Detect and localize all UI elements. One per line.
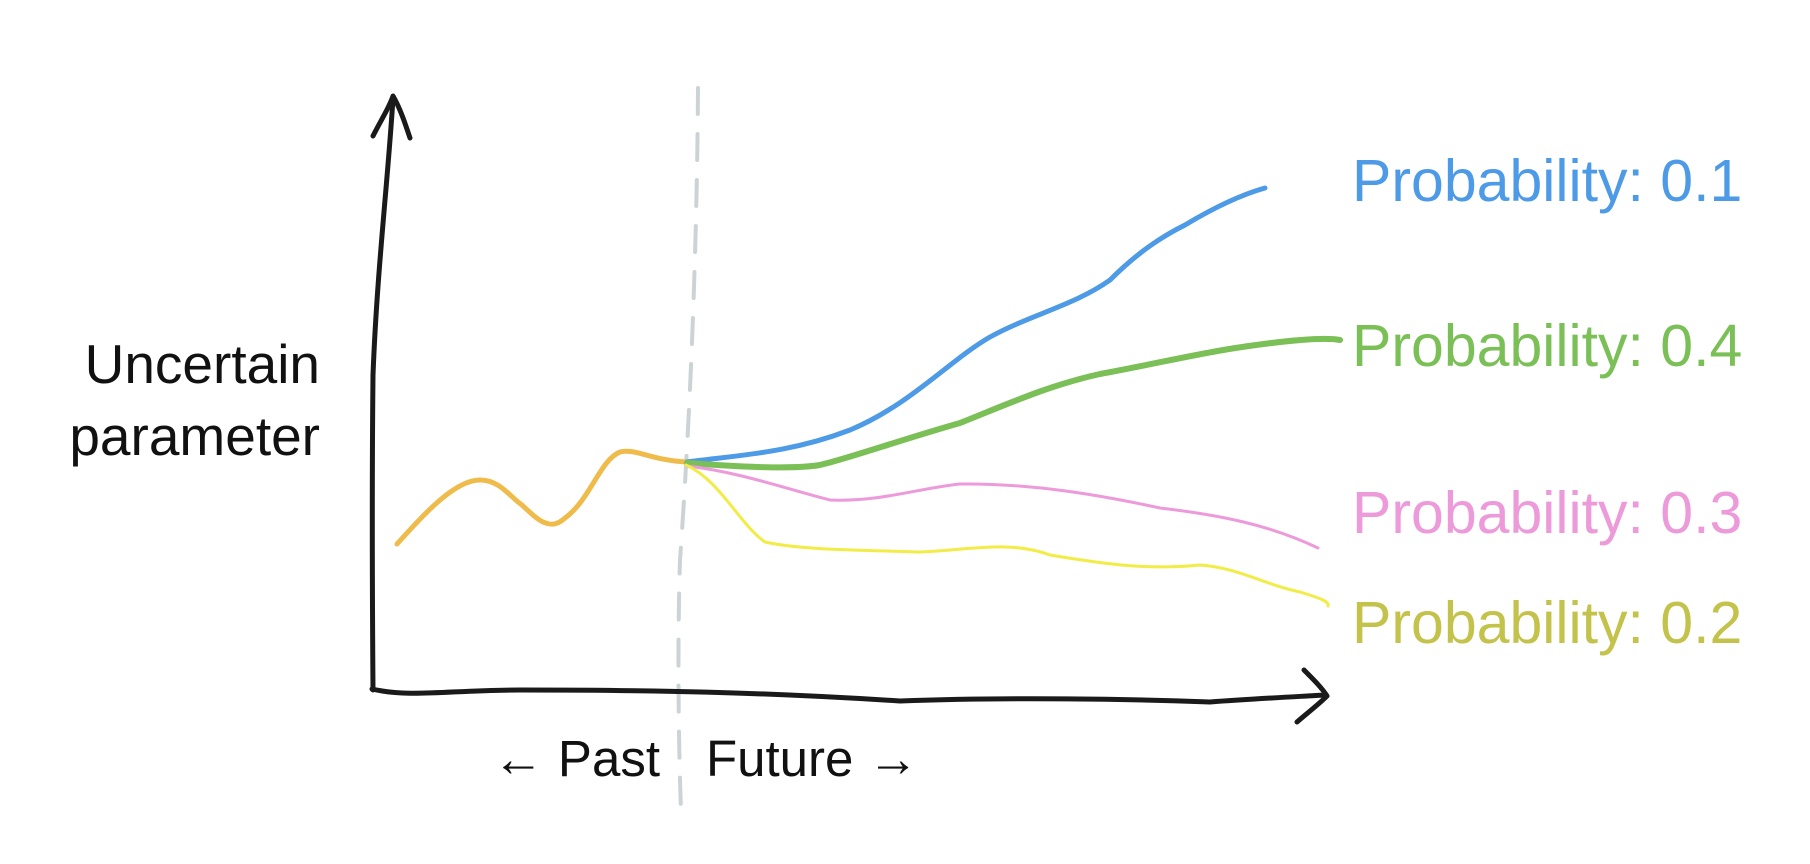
y-axis-label-line-2: parameter: [69, 405, 320, 467]
y-axis-arrowhead: [370, 93, 413, 141]
scenario-label-0-1: Probability: 0.1: [1352, 148, 1742, 214]
scenario-label-0-2: Probability: 0.2: [1352, 590, 1742, 656]
x-axis-future-label: Future →: [706, 730, 919, 787]
y-axis: [369, 95, 396, 693]
past-future-divider: [676, 86, 700, 812]
scenario-label-0-3: Probability: 0.3: [1352, 480, 1742, 546]
y-axis-label-line-1: Uncertain: [85, 333, 320, 395]
x-axis: [369, 686, 1328, 705]
x-axis-arrowhead: [1294, 667, 1330, 725]
x-axis-past-label: ← Past: [493, 730, 660, 787]
history-line: [394, 448, 689, 547]
scenario-line-blue: [684, 185, 1268, 465]
scenario-label-0-4: Probability: 0.4: [1352, 313, 1742, 379]
scenario-line-green: [684, 335, 1343, 471]
scenario-line-pink: [685, 464, 1320, 550]
scenario-line-yellow: [684, 463, 1330, 608]
